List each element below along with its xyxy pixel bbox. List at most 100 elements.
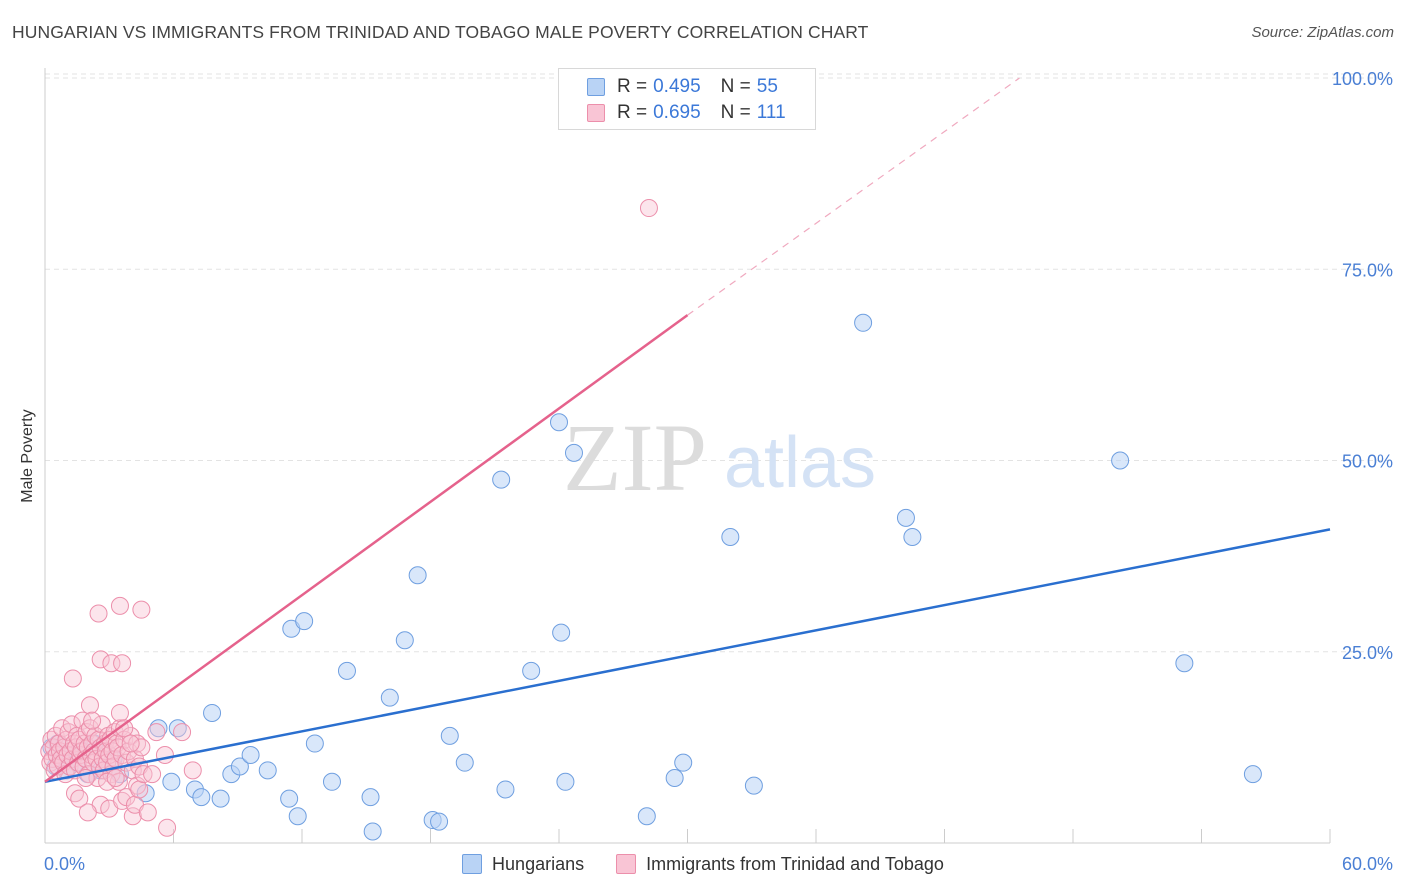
- hungarians-point: [552, 623, 571, 642]
- y-tick-label: 25.0%: [1342, 643, 1393, 663]
- trinidad-tobago-point: [121, 726, 140, 745]
- gridlines: [45, 73, 1392, 653]
- legend-label: Hungarians: [492, 853, 585, 874]
- hungarians-point: [744, 776, 763, 795]
- n-label: N =: [720, 76, 751, 97]
- y-tick-label: 75.0%: [1342, 260, 1393, 280]
- hungarians-legend-swatch: [462, 854, 483, 874]
- hungarians-swatch: [587, 78, 605, 96]
- source-label: Source: ZipAtlas.com: [1251, 24, 1394, 41]
- trinidad-tobago-point: [62, 715, 81, 734]
- hungarians-point: [211, 789, 230, 808]
- r-label: R =: [617, 102, 648, 123]
- y-tick-label: 50.0%: [1342, 452, 1393, 472]
- trinidad-tobago-point: [158, 818, 177, 837]
- trinidad-tobago-point: [83, 711, 102, 730]
- trinidad-tobago-point: [123, 807, 142, 826]
- hungarians-point: [496, 780, 515, 799]
- hungarians-point: [455, 753, 474, 772]
- hungarians-point: [363, 822, 382, 841]
- watermark-zip: ZIP: [563, 404, 707, 511]
- hungarians-point: [361, 788, 380, 807]
- hungarians-point: [564, 443, 583, 462]
- hungarians-points: [42, 313, 1262, 841]
- hungarians-point: [258, 761, 277, 780]
- hungarians-point: [896, 508, 915, 527]
- trinidad-tobago-points: [40, 199, 658, 837]
- hungarians-point: [380, 688, 399, 707]
- series-legend: Hungarians Immigrants from Trinidad and …: [0, 850, 1406, 878]
- trinidad-tobago-point: [89, 604, 108, 623]
- hungarians-point: [305, 734, 324, 753]
- r-value: 0.495: [653, 76, 701, 97]
- trinidad-tobago-point: [115, 719, 134, 738]
- stats-legend: R = 0.495 N = 55 R = 0.695 N = 111: [558, 68, 816, 130]
- trinidad-tobago-point: [132, 600, 151, 619]
- hungarians-point: [492, 470, 511, 489]
- axis-ticks: 25.0% 50.0% 75.0% 100.0% 0.0% 60.0%: [44, 69, 1393, 874]
- trinidad-tobago-point: [183, 761, 202, 780]
- hungarians-point: [230, 757, 249, 776]
- hungarians-point: [395, 631, 414, 650]
- chart-title: HUNGARIAN VS IMMIGRANTS FROM TRINIDAD AN…: [12, 22, 869, 42]
- trinidad-tobago-point: [78, 803, 97, 822]
- r-label: R =: [617, 76, 648, 97]
- x-tick-label-min: 0.0%: [44, 854, 85, 874]
- trinidad-trend-line: [44, 314, 689, 783]
- trinidad-tobago-point: [91, 650, 110, 669]
- hungarians-point: [674, 753, 693, 772]
- hungarians-point: [1243, 765, 1262, 784]
- hungarians-point: [550, 413, 568, 432]
- trinidad-tobago-point: [155, 746, 174, 765]
- n-label: N =: [720, 102, 751, 123]
- stats-row-trinidad: R = 0.695 N = 111: [587, 100, 786, 126]
- hungarians-point: [322, 772, 341, 791]
- hungarians-point: [1111, 451, 1130, 470]
- trinidad-trend-extension: [687, 77, 1020, 316]
- trinidad-swatch: [587, 104, 605, 122]
- hungarians-point: [430, 812, 449, 831]
- trinidad-tobago-point: [106, 768, 125, 787]
- trinidad-tobago-point: [147, 723, 166, 742]
- trinidad-tobago-point: [110, 596, 129, 615]
- hungarians-point: [295, 612, 314, 631]
- legend-label: Immigrants from Trinidad and Tobago: [646, 853, 944, 874]
- stats-row-hungarians: R = 0.495 N = 55: [587, 74, 778, 100]
- hungarians-point: [203, 703, 222, 722]
- trinidad-tobago-point: [173, 723, 192, 742]
- hungarians-point: [162, 772, 181, 791]
- hungarians-point: [337, 661, 356, 680]
- trinidad-tobago-point: [113, 654, 132, 673]
- hungarians-point: [408, 566, 427, 585]
- trinidad-tobago-point: [98, 772, 117, 791]
- r-value: 0.695: [653, 102, 701, 123]
- trinidad-tobago-point: [143, 765, 162, 784]
- trinidad-tobago-point: [121, 734, 140, 753]
- hungarians-point: [854, 313, 873, 332]
- hungarians-point: [665, 768, 684, 787]
- trinidad-tobago-point: [73, 711, 92, 730]
- trinidad-tobago-point: [639, 199, 658, 218]
- trinidad-tobago-point: [80, 696, 99, 715]
- watermark-atlas: atlas: [724, 423, 876, 503]
- hungarians-point: [192, 788, 211, 807]
- hungarians-point: [637, 807, 656, 826]
- trinidad-tobago-point: [110, 703, 129, 722]
- hungarians-point: [903, 528, 922, 546]
- n-value: 55: [756, 76, 778, 97]
- hungarians-point: [522, 661, 541, 680]
- hungarians-point: [241, 746, 260, 765]
- y-tick-label: 100.0%: [1332, 69, 1393, 89]
- trinidad-tobago-point: [138, 803, 157, 822]
- legend-item-hungarians: Hungarians: [462, 854, 584, 875]
- trinidad-tobago-point: [130, 780, 149, 799]
- hungarians-point: [288, 807, 307, 826]
- hungarians-point: [1175, 654, 1194, 673]
- hungarians-point: [721, 528, 740, 546]
- trinidad-legend-swatch: [616, 854, 637, 874]
- trinidad-tobago-point: [102, 654, 121, 673]
- hungarians-point: [556, 772, 575, 791]
- hungarians-point: [280, 789, 299, 808]
- hungarians-trend-line: [44, 528, 1331, 784]
